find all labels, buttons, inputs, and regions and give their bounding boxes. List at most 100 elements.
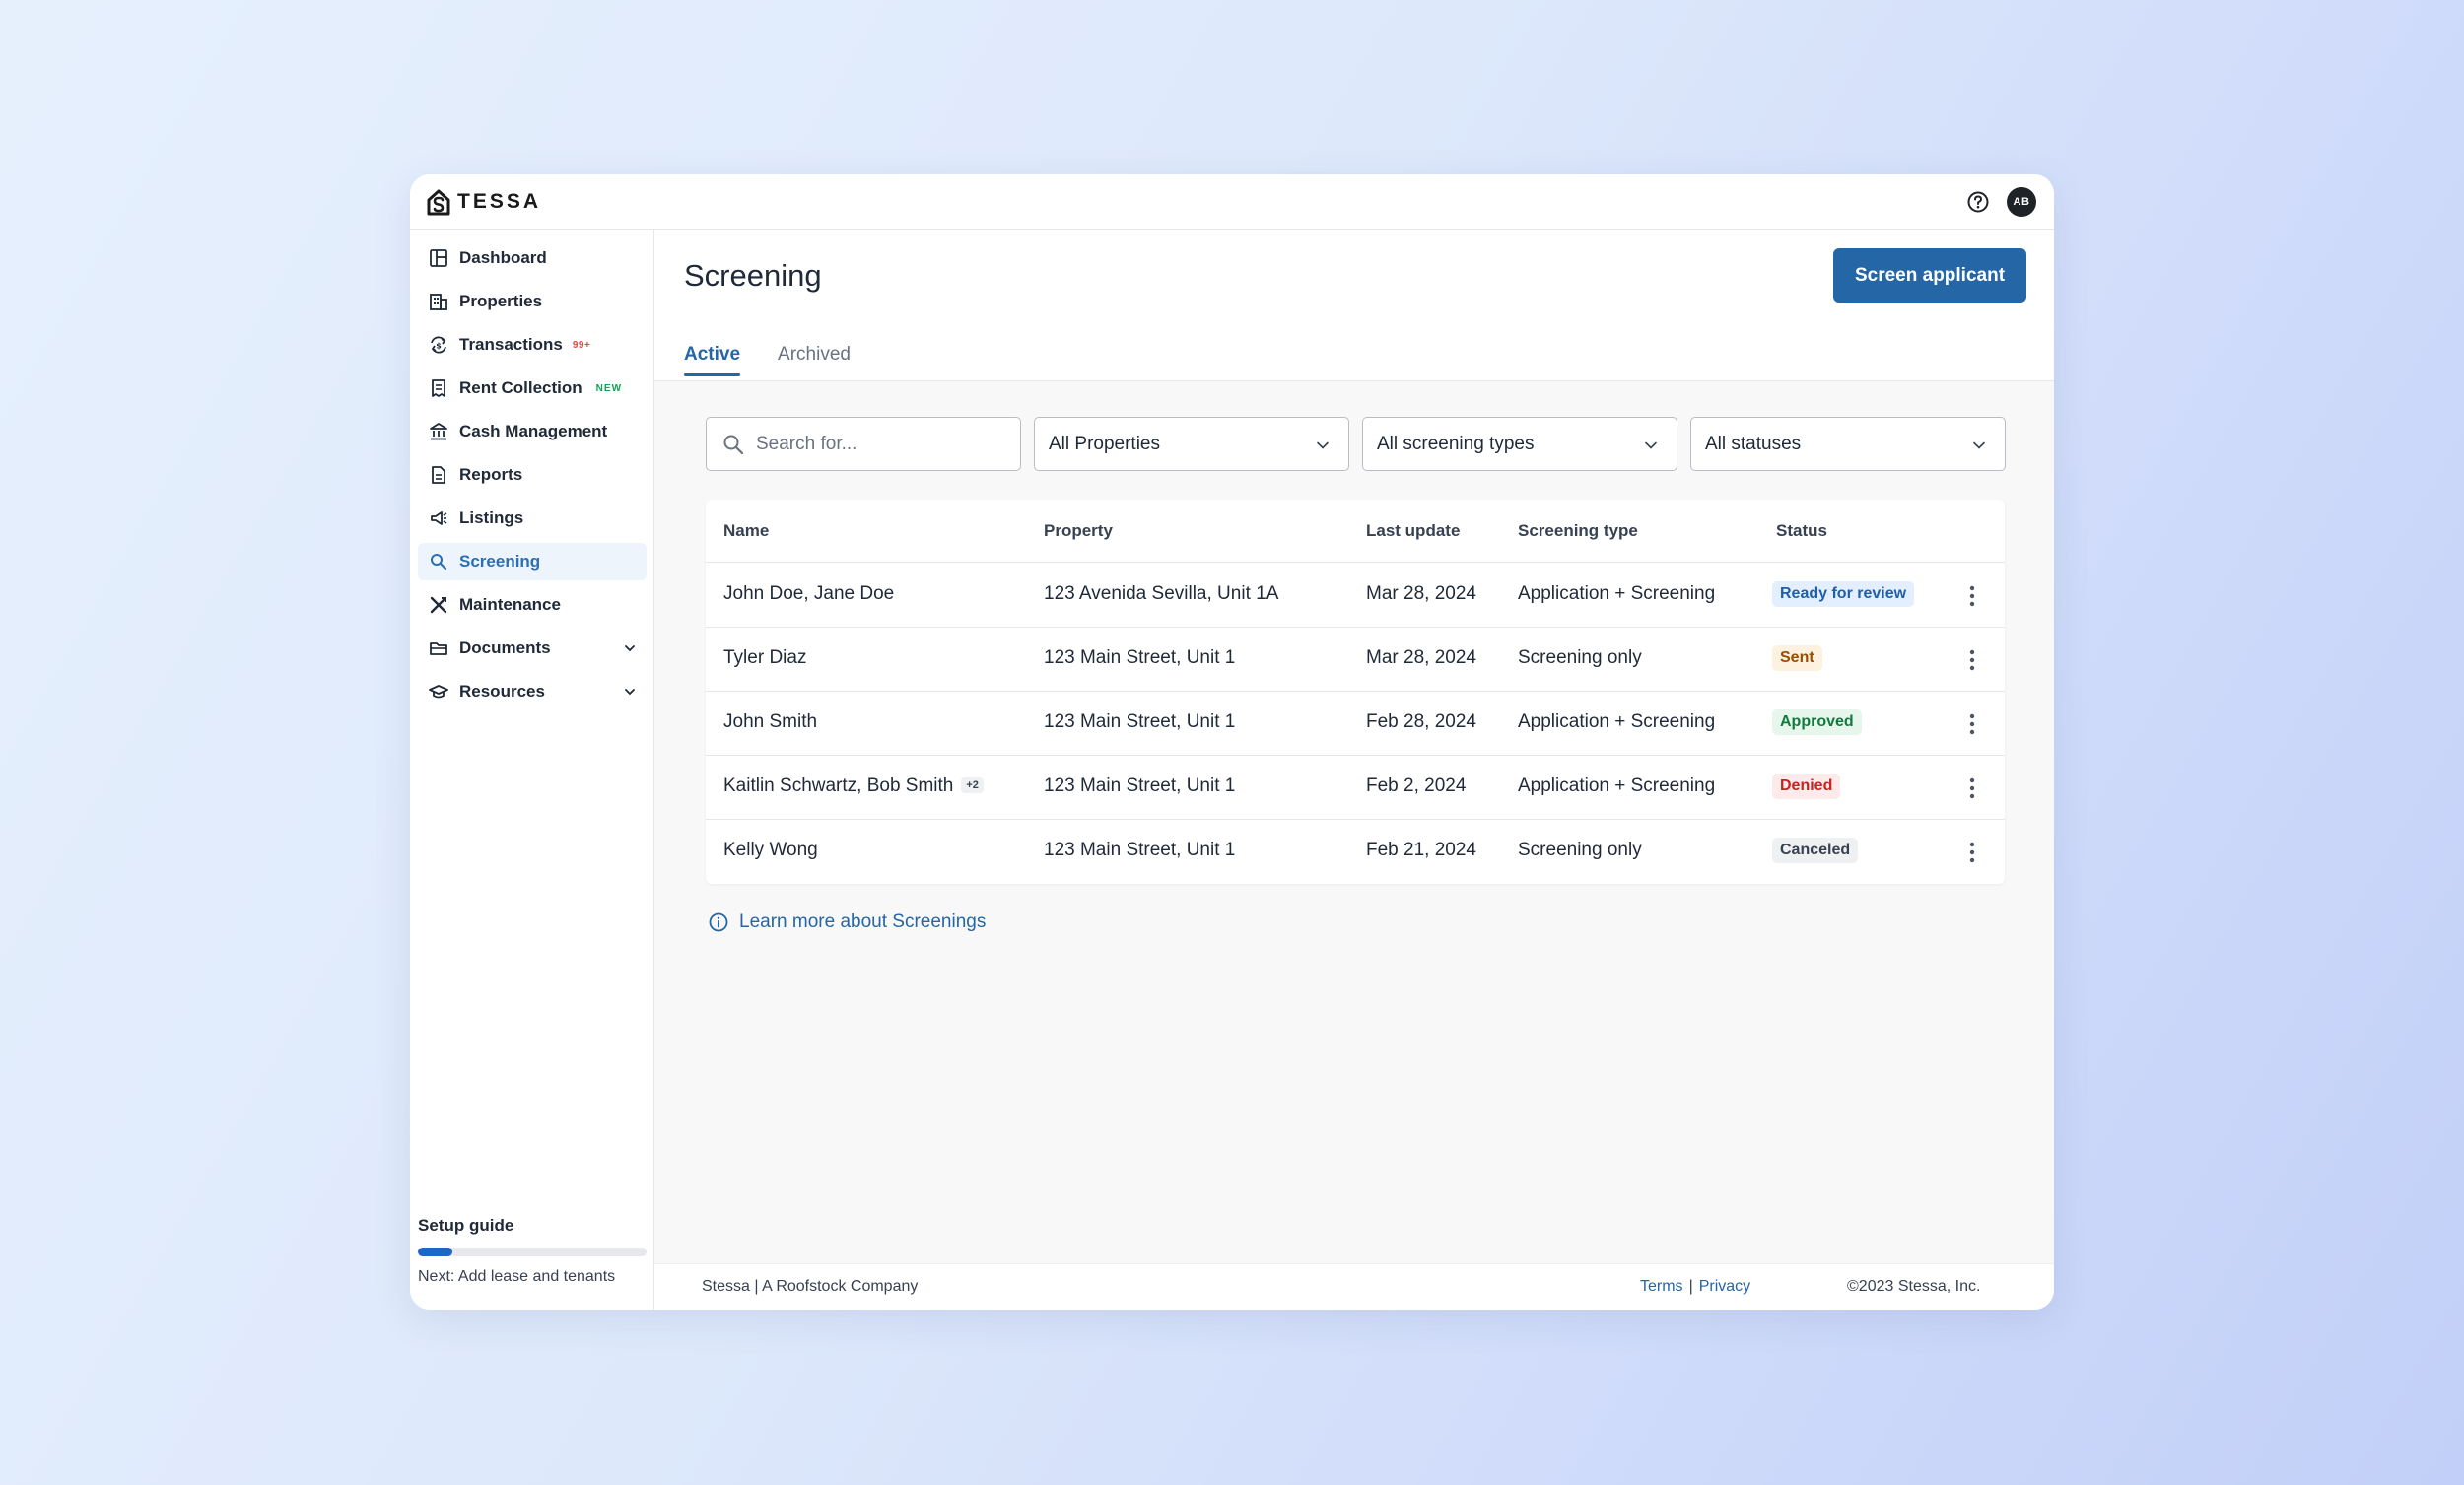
page-header: Screening Screen applicant Active Archiv… [654,230,2054,381]
cell-last-update: Feb 21, 2024 [1366,840,1476,860]
cell-property: 123 Main Street, Unit 1 [1044,647,1236,668]
sidebar-item-label: Reports [459,465,523,484]
cell-last-update: Feb 2, 2024 [1366,776,1467,796]
footer-links: Terms | Privacy [1640,1278,1750,1296]
screen-applicant-button[interactable]: Screen applicant [1833,248,2026,303]
transactions-count-badge: 99+ [572,339,591,351]
table-row[interactable]: John Doe, Jane Doe 123 Avenida Sevilla, U… [706,564,2005,628]
screenings-table: Name Property Last update Screening type… [706,500,2005,884]
footer-company: Stessa | A Roofstock Company [702,1278,919,1295]
chevron-down-icon [1645,441,1657,449]
column-header-last-update[interactable]: Last update [1366,521,1461,540]
setup-next-step: Next: Add lease and tenants [418,1268,616,1285]
more-options-icon[interactable] [1964,711,1980,737]
sidebar-item-cash-management[interactable]: Cash Management [418,413,647,450]
stessa-logo[interactable]: TESSA [426,186,541,218]
applicant-name: Kelly Wong [723,840,818,860]
setup-progress-fill [418,1248,452,1256]
tab-active[interactable]: Active [684,344,741,376]
brand-name: TESSA [457,190,542,213]
more-options-icon[interactable] [1964,840,1980,865]
cell-property: 123 Main Street, Unit 1 [1044,711,1236,732]
sidebar-item-label: Properties [459,292,543,310]
more-options-icon[interactable] [1964,583,1980,609]
status-badge: Ready for review [1772,581,1915,607]
search-input[interactable]: Search for... [706,417,1021,471]
applicant-name: Tyler Diaz [723,647,807,668]
table-row[interactable]: John Smith 123 Main Street, Unit 1 Feb 28,… [706,692,2005,756]
cell-screening-type: Screening only [1518,647,1642,668]
sidebar-item-documents[interactable]: Documents [418,630,647,667]
sidebar-item-label: Screening [459,552,541,571]
column-header-screening-type[interactable]: Screening type [1518,521,1638,540]
search-icon [723,435,744,454]
transactions-icon: $ [428,334,449,356]
setup-guide[interactable]: Setup guide Next: Add lease and tenants [418,1216,647,1286]
screening-type-select-value: All screening types [1377,433,1535,454]
sidebar-nav: Dashboard Properties $ Transactions 99+ … [418,239,647,716]
tab-archived[interactable]: Archived [778,344,851,365]
table-row[interactable]: Tyler Diaz 123 Main Street, Unit 1 Mar 28,… [706,628,2005,692]
sidebar-item-reports[interactable]: Reports [418,456,647,494]
cell-last-update: Feb 28, 2024 [1366,711,1476,732]
chevron-down-icon[interactable] [623,685,637,699]
status-select[interactable]: All statuses [1690,417,2006,471]
more-options-icon[interactable] [1964,776,1980,801]
applicant-name: Kaitlin Schwartz, Bob Smith [723,776,954,796]
tools-icon [428,594,449,616]
terms-link[interactable]: Terms [1640,1278,1683,1295]
footer: Stessa | A Roofstock Company Terms | Pri… [654,1263,2054,1310]
building-icon [428,291,449,312]
table-row[interactable]: Kaitlin Schwartz, Bob Smith +2 123 Main St… [706,756,2005,820]
sidebar-item-label: Listings [459,508,524,527]
sidebar-item-maintenance[interactable]: Maintenance [418,586,647,624]
status-select-value: All statuses [1705,433,1802,454]
properties-select-value: All Properties [1049,433,1160,454]
status-badge: Canceled [1772,838,1859,863]
cell-last-update: Mar 28, 2024 [1366,583,1476,604]
page-title: Screening [684,258,822,293]
setup-guide-title: Setup guide [418,1216,514,1235]
help-icon[interactable] [1965,189,1991,215]
chevron-down-icon [1973,441,1985,449]
search-placeholder: Search for... [756,433,857,454]
sidebar-item-dashboard[interactable]: Dashboard [418,239,647,277]
cell-name: Kaitlin Schwartz, Bob Smith +2 [723,776,984,797]
applicant-name: John Doe, Jane Doe [723,583,895,604]
screening-type-select[interactable]: All screening types [1362,417,1677,471]
sidebar-item-resources[interactable]: Resources [418,673,647,710]
cell-name: John Smith [723,711,817,733]
sidebar-item-rent-collection[interactable]: Rent Collection NEW [418,370,647,407]
sidebar-item-label: Maintenance [459,595,561,614]
house-logo-icon [427,189,450,216]
sidebar-item-label: Resources [459,682,545,701]
receipt-icon [428,377,449,399]
sidebar-item-label: Cash Management [459,422,608,440]
privacy-link[interactable]: Privacy [1698,1278,1751,1295]
sidebar-item-screening[interactable]: Screening [418,543,647,580]
cell-property: 123 Main Street, Unit 1 [1044,840,1236,860]
dashboard-icon [428,247,449,269]
sidebar: Dashboard Properties $ Transactions 99+ … [410,230,654,1310]
cell-screening-type: Application + Screening [1518,711,1716,732]
sidebar-item-transactions[interactable]: $ Transactions 99+ [418,326,647,364]
more-options-icon[interactable] [1964,647,1980,673]
table-row[interactable]: Kelly Wong 123 Main Street, Unit 1 Feb 21,… [706,820,2005,884]
megaphone-icon [428,507,449,529]
sidebar-item-label: Rent Collection [459,378,582,397]
chevron-down-icon[interactable] [623,641,637,655]
learn-more-link[interactable]: Learn more about Screenings [708,911,986,933]
graduation-cap-icon [428,681,449,703]
sidebar-item-properties[interactable]: Properties [418,283,647,320]
report-icon [428,464,449,486]
sidebar-item-listings[interactable]: Listings [418,500,647,537]
column-header-property[interactable]: Property [1044,521,1113,540]
bank-icon [428,421,449,442]
avatar[interactable]: AB [2007,187,2036,217]
footer-separator: | [1688,1278,1693,1295]
folder-icon [428,638,449,659]
column-header-status[interactable]: Status [1776,521,1827,540]
column-header-name[interactable]: Name [723,521,770,540]
properties-select[interactable]: All Properties [1034,417,1349,471]
status-badge: Denied [1772,774,1841,799]
